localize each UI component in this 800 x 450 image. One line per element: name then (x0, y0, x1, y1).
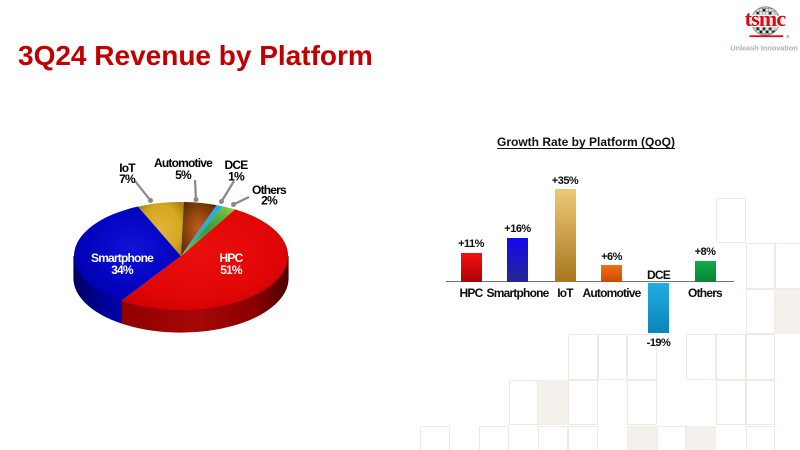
svg-text:IoT: IoT (119, 161, 136, 175)
svg-text:1%: 1% (228, 170, 245, 184)
svg-text:Smartphone: Smartphone (91, 251, 154, 265)
svg-text:7%: 7% (119, 172, 136, 186)
svg-text:Others: Others (252, 183, 287, 197)
svg-text:tsmc: tsmc (745, 6, 787, 31)
svg-text:Unleash Innovation: Unleash Innovation (730, 43, 798, 52)
svg-text:Automotive: Automotive (154, 156, 213, 170)
svg-text:HPC: HPC (220, 251, 244, 265)
svg-text:5%: 5% (175, 168, 192, 182)
svg-text:51%: 51% (220, 263, 243, 277)
svg-text:®: ® (786, 34, 790, 40)
svg-text:DCE: DCE (225, 158, 249, 172)
svg-text:34%: 34% (111, 263, 134, 277)
svg-text:2%: 2% (261, 194, 278, 208)
